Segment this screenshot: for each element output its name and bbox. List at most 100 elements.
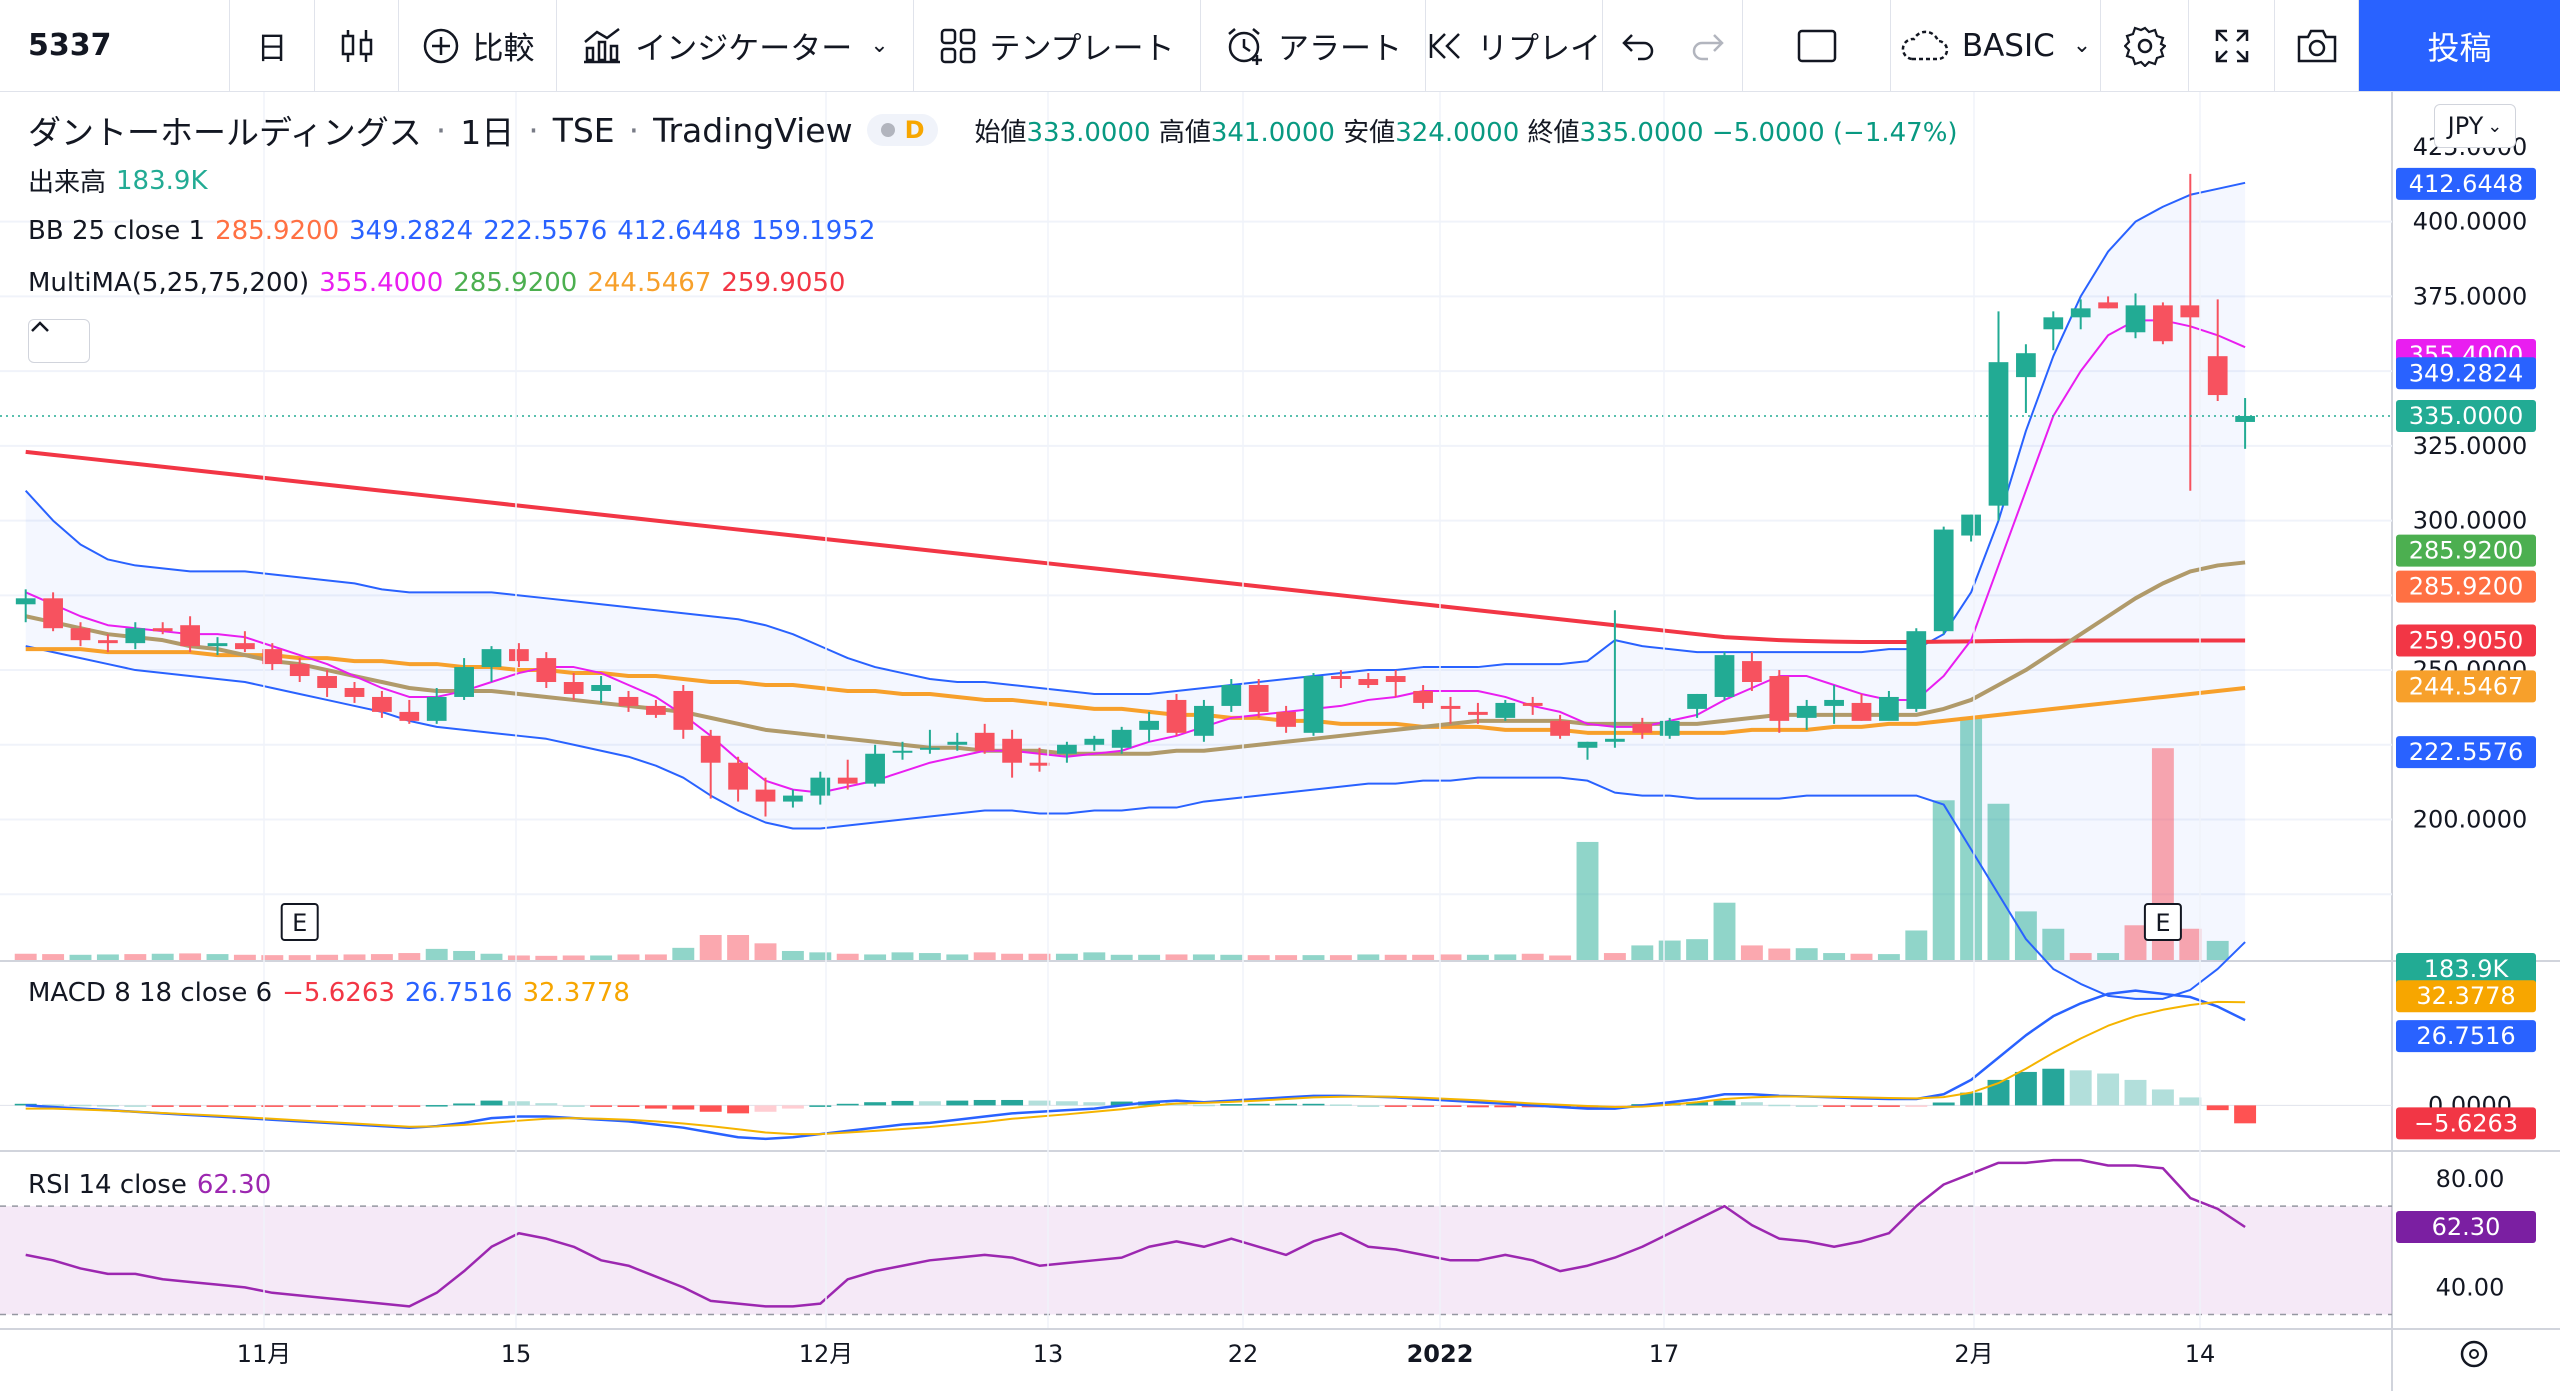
camera-icon bbox=[2297, 29, 2336, 62]
candle bbox=[1166, 693, 1187, 736]
bollinger-legend[interactable]: BB 25 close 1 285.9200 349.2824 222.5576… bbox=[28, 216, 875, 246]
macd-histogram-bar bbox=[1220, 1104, 1243, 1106]
macd-histogram-bar bbox=[179, 1105, 202, 1107]
chart-style-button[interactable] bbox=[315, 0, 399, 91]
candle bbox=[180, 616, 200, 653]
macd-histogram-bar bbox=[42, 1104, 65, 1106]
candle-body bbox=[2153, 305, 2173, 342]
candle-body bbox=[1714, 655, 1735, 697]
volume-bar bbox=[1576, 841, 1599, 960]
redo-button[interactable] bbox=[1673, 0, 1743, 91]
volume-bar bbox=[644, 954, 667, 960]
currency-label: JPY bbox=[2447, 112, 2484, 140]
candle-body bbox=[125, 628, 146, 644]
macd-histogram-bar bbox=[1083, 1102, 1106, 1106]
undo-button[interactable] bbox=[1603, 0, 1673, 91]
macd-histogram-bar bbox=[2014, 1071, 2037, 1106]
volume-bar bbox=[1658, 940, 1681, 960]
macd-histogram-bar bbox=[1850, 1105, 1873, 1107]
candle-body bbox=[673, 690, 694, 730]
candle bbox=[426, 687, 447, 724]
indicators-button[interactable]: インジケーター ⌄ bbox=[557, 0, 914, 91]
snapshot-button[interactable] bbox=[2275, 0, 2359, 91]
interval-button[interactable]: 日 bbox=[230, 0, 315, 91]
rsi-legend[interactable]: RSI 14 close 62.30 bbox=[28, 1170, 271, 1200]
market-status-badge[interactable]: D bbox=[866, 114, 939, 146]
ma-name: MultiMA(5,25,75,200) bbox=[28, 268, 310, 298]
currency-button[interactable]: JPY ⌄ bbox=[2434, 104, 2516, 148]
symbol-search-button[interactable]: 5337 bbox=[0, 0, 230, 91]
settings-button[interactable] bbox=[2101, 0, 2189, 91]
undo-icon bbox=[1622, 33, 1654, 60]
volume-bar bbox=[1357, 954, 1380, 960]
candle bbox=[536, 652, 557, 688]
macd-legend[interactable]: MACD 8 18 close 6 −5.6263 26.7516 32.377… bbox=[28, 978, 630, 1008]
volume-bar bbox=[288, 955, 311, 960]
price-label-text: 335.0000 bbox=[2409, 402, 2524, 430]
legend-exchange: TSE bbox=[552, 110, 615, 150]
volume-bar bbox=[864, 954, 887, 960]
save-layout-button[interactable]: BASIC ⌄ bbox=[1891, 0, 2101, 91]
volume-bar bbox=[1494, 954, 1517, 960]
candle-body bbox=[892, 750, 913, 753]
candle-body bbox=[2016, 353, 2036, 378]
price-label: 412.6448 bbox=[2396, 167, 2536, 200]
volume-legend[interactable]: 出来高 183.9K bbox=[28, 162, 208, 199]
candle bbox=[1029, 747, 1050, 772]
macd-histogram-bar bbox=[672, 1105, 695, 1110]
time-axis-label: 15 bbox=[501, 1340, 532, 1368]
alert-button[interactable]: アラート bbox=[1201, 0, 1426, 91]
volume-value: 183.9K bbox=[116, 165, 208, 196]
time-axis-label: 17 bbox=[1649, 1340, 1680, 1368]
macd-histogram-bar bbox=[1357, 1105, 1380, 1107]
candle bbox=[1084, 735, 1105, 751]
compare-button[interactable]: 比較 bbox=[399, 0, 557, 91]
macd-histogram-bar bbox=[2179, 1097, 2202, 1106]
instrument-title: ダントーホールディングス bbox=[28, 113, 422, 152]
macd-histogram-bar bbox=[727, 1105, 750, 1114]
candle bbox=[1687, 693, 1707, 718]
layout-select-button[interactable] bbox=[1743, 0, 1891, 91]
chart-area[interactable]: EE425.0000400.0000375.0000325.0000300.00… bbox=[0, 92, 2560, 1391]
replay-icon bbox=[1429, 32, 1460, 59]
price-label-text: 285.9200 bbox=[2409, 537, 2524, 565]
rsi-tick-label: 40.00 bbox=[2436, 1273, 2505, 1301]
replay-button[interactable]: リプレイ bbox=[1426, 0, 1603, 91]
volume-bar bbox=[96, 954, 119, 960]
candle bbox=[865, 744, 885, 787]
time-axis-label: 12月 bbox=[799, 1340, 854, 1368]
candle-body bbox=[1550, 720, 1570, 736]
ma25-value: 285.9200 bbox=[453, 268, 578, 298]
macd-histogram-bar bbox=[370, 1105, 393, 1107]
publish-button[interactable]: 投稿 bbox=[2359, 0, 2560, 91]
earnings-marker-box bbox=[280, 903, 319, 941]
candle-body bbox=[1194, 705, 1214, 736]
candle-body bbox=[1358, 679, 1379, 685]
volume-bar bbox=[370, 954, 393, 960]
candle-body bbox=[755, 789, 776, 802]
fullscreen-button[interactable] bbox=[2189, 0, 2275, 91]
candle-body bbox=[372, 696, 392, 712]
volume-bar bbox=[1877, 954, 1900, 960]
templates-button[interactable]: テンプレート bbox=[914, 0, 1201, 91]
macd-histogram-bar bbox=[1877, 1105, 1900, 1107]
earnings-marker-box bbox=[2143, 903, 2182, 941]
gear-ring bbox=[2460, 1340, 2488, 1368]
candle-body bbox=[207, 643, 228, 647]
multima-legend[interactable]: MultiMA(5,25,75,200) 355.4000 285.9200 2… bbox=[28, 268, 845, 298]
macd-histogram-bar bbox=[1412, 1105, 1435, 1107]
price-label-text: 244.5467 bbox=[2409, 672, 2524, 700]
candle-body bbox=[1742, 661, 1762, 683]
bollinger-band-fill bbox=[25, 182, 2246, 999]
volume-bar bbox=[1028, 953, 1051, 960]
volume-bar bbox=[1850, 953, 1873, 960]
candle bbox=[1468, 702, 1488, 724]
candle bbox=[289, 658, 310, 683]
volume-bar bbox=[453, 950, 476, 960]
chevron-down-icon: ⌄ bbox=[2487, 115, 2503, 137]
collapse-legend-button[interactable] bbox=[28, 319, 90, 363]
chart-canvas[interactable]: EE425.0000400.0000375.0000325.0000300.00… bbox=[0, 92, 2560, 1391]
bb-value: 349.2824 bbox=[349, 216, 474, 246]
volume-bar bbox=[1521, 953, 1544, 960]
volume-bar bbox=[1083, 952, 1106, 960]
